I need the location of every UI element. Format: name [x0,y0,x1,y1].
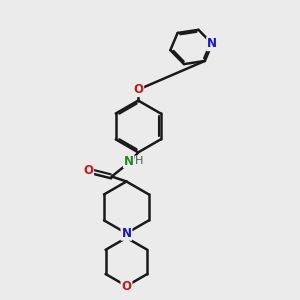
Text: N: N [207,37,217,50]
Text: O: O [83,164,93,177]
Text: H: H [135,156,143,166]
Text: O: O [133,83,143,96]
Text: N: N [122,227,131,240]
Text: O: O [122,280,131,292]
Text: N: N [124,155,134,168]
